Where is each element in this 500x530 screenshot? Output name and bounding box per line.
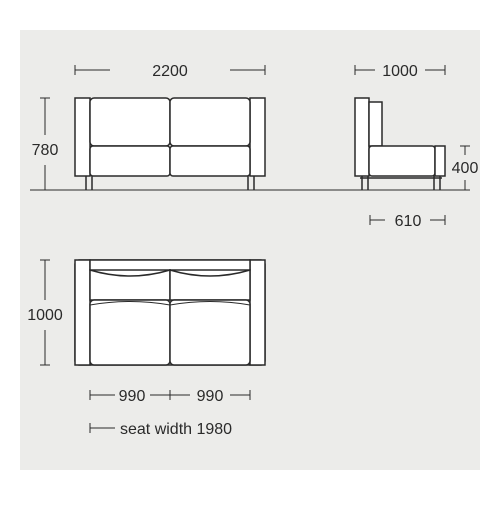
- sofa-top-view: [75, 260, 265, 365]
- dim-cushion-right-value: 990: [197, 388, 224, 405]
- dimension-drawing: 2200 1000 780: [20, 30, 480, 470]
- dim-seat-depth: 610: [370, 213, 445, 230]
- dim-side-depth-value: 1000: [382, 63, 418, 80]
- dim-seat-height-value: 400: [452, 160, 479, 177]
- dim-cushion-left-value: 990: [119, 388, 146, 405]
- dim-front-width-value: 2200: [152, 63, 188, 80]
- dim-cushions: 990 990: [90, 388, 250, 405]
- dim-height: 780: [32, 98, 59, 190]
- dim-seat-width-label: seat width 1980: [120, 421, 232, 438]
- dim-front-width: 2200: [75, 63, 265, 80]
- dim-top-depth-value: 1000: [27, 307, 63, 324]
- sofa-front-view: [75, 98, 265, 190]
- dim-seat-depth-value: 610: [395, 213, 422, 230]
- dim-height-value: 780: [32, 142, 59, 159]
- sofa-side-view: [355, 98, 445, 190]
- dim-seat-width: seat width 1980: [90, 421, 232, 438]
- dim-side-depth: 1000: [355, 63, 445, 80]
- dim-top-depth: 1000: [27, 260, 63, 365]
- dim-seat-height: 400: [452, 146, 479, 190]
